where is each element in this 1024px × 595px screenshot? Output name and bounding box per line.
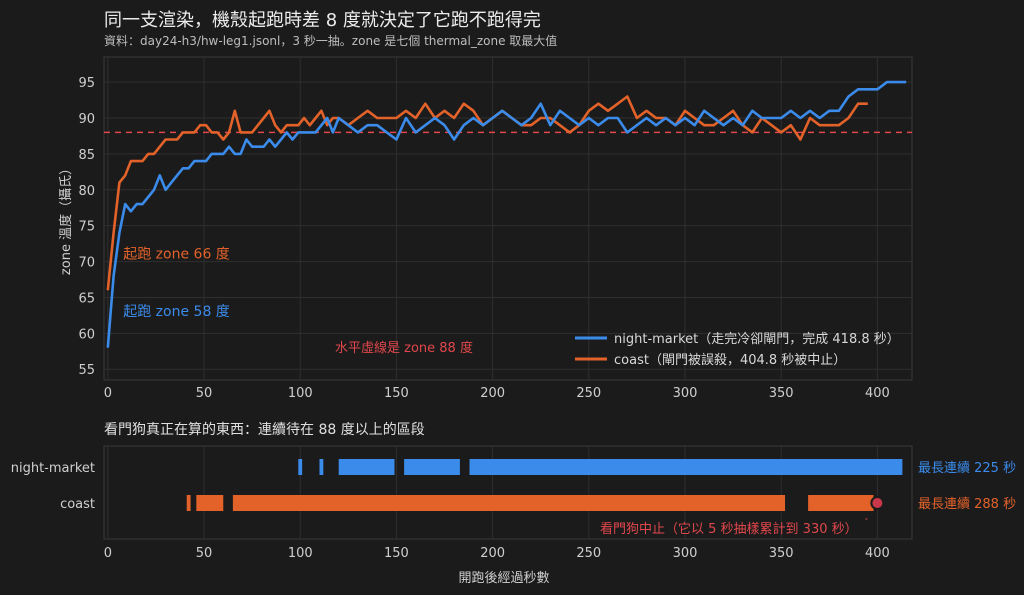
bottom-x-tick-label: 100 xyxy=(288,546,313,561)
timeline-segments xyxy=(186,459,903,520)
top-x-tick-label: 250 xyxy=(576,386,601,401)
timeline-segment-coast xyxy=(196,495,224,511)
watchdog-stop-marker xyxy=(870,496,885,510)
bottom-x-tick-label: 0 xyxy=(104,546,112,561)
longest-run-night-market: 最長連續 225 秒 xyxy=(918,461,1016,476)
bottom-x-tick-label: 200 xyxy=(480,546,505,561)
top-y-tick-label: 95 xyxy=(78,76,95,91)
above-88-timeline-chart: 看門狗真正在算的東西：連續待在 88 度以上的區段 0 50 100 150 200 25… xyxy=(11,422,1016,586)
timeline-segment-coast xyxy=(808,495,874,511)
bottom-x-axis-label: 開跑後經過秒數 xyxy=(458,571,549,586)
top-x-tick-label: 0 xyxy=(104,386,112,401)
timeline-segment-coast xyxy=(186,495,191,511)
top-y-axis-label: zone 溫度（攝氏） xyxy=(58,162,74,275)
timeline-segment-night-market xyxy=(298,459,303,475)
figure-title: 同一支渲染，機殼起跑時差 8 度就決定了它跑不跑得完 xyxy=(104,10,541,31)
top-y-tick-labels: 55 60 65 70 75 80 85 90 95 xyxy=(78,76,95,378)
longest-run-coast: 最長連續 288 秒 xyxy=(918,497,1016,512)
series-line-coast xyxy=(106,95,868,291)
top-gridlines xyxy=(104,57,912,380)
legend: night-market（走完冷卻閘門，完成 418.8 秒） coast（閘門… xyxy=(575,332,900,368)
bottom-x-tick-label: 400 xyxy=(865,546,890,561)
top-y-tick-label: 55 xyxy=(78,363,95,378)
top-y-tick-label: 90 xyxy=(78,112,95,127)
top-y-tick-label: 65 xyxy=(78,291,95,306)
legend-label-night-market: night-market（走完冷卻閘門，完成 418.8 秒） xyxy=(614,332,900,347)
threshold-label: 水平虛線是 zone 88 度 xyxy=(335,340,473,356)
top-y-tick-label: 60 xyxy=(78,327,95,342)
figure-subtitle: 資料：day24-h3/hw-leg1.jsonl，3 秒一抽。zone 是七個… xyxy=(104,33,557,48)
top-y-tick-label: 85 xyxy=(78,148,95,163)
temperature-series xyxy=(106,80,907,348)
top-x-tick-label: 300 xyxy=(673,386,698,401)
timeline-segment-night-market xyxy=(469,459,903,475)
annotation-night-market-start: 起跑 zone 58 度 xyxy=(123,304,230,320)
bottom-x-tick-label: 50 xyxy=(196,546,213,561)
top-y-tick-label: 70 xyxy=(78,256,95,271)
timeline-title: 看門狗真正在算的東西：連續待在 88 度以上的區段 xyxy=(104,422,425,438)
timeline-segment-coast xyxy=(232,495,786,511)
top-x-tick-label: 50 xyxy=(196,386,213,401)
watchdog-stop-label: 看門狗中止（它以 5 秒抽樣累計到 330 秒） xyxy=(600,521,858,537)
top-x-tick-label: 150 xyxy=(384,386,409,401)
top-x-tick-label: 100 xyxy=(288,386,313,401)
top-x-tick-label: 350 xyxy=(769,386,794,401)
bottom-x-tick-label: 300 xyxy=(673,546,698,561)
top-x-tick-label: 200 xyxy=(480,386,505,401)
annotation-coast-start: 起跑 zone 66 度 xyxy=(123,246,230,262)
bottom-x-tick-label: 150 xyxy=(384,546,409,561)
series-line-night-market xyxy=(106,80,907,348)
timeline-category-coast: coast xyxy=(60,497,95,512)
top-y-tick-label: 80 xyxy=(78,184,95,199)
top-x-tick-label: 400 xyxy=(865,386,890,401)
bottom-x-tick-label: 350 xyxy=(769,546,794,561)
timeline-category-night-market: night-market xyxy=(11,461,95,476)
timeline-segment-night-market xyxy=(404,459,460,475)
bottom-x-tick-labels: 0 50 100 150 200 250 300 350 400 xyxy=(104,546,890,561)
legend-label-coast: coast（閘門被誤殺，404.8 秒被中止） xyxy=(614,352,846,368)
temperature-line-chart: 55 60 65 70 75 80 85 90 95 0 50 100 150 200 250 300 350… xyxy=(58,56,913,401)
top-y-tick-label: 75 xyxy=(78,220,95,235)
bottom-plot-frame xyxy=(103,445,913,540)
top-x-tick-labels: 0 50 100 150 200 250 300 350 400 xyxy=(104,386,890,401)
timeline-segment-night-market xyxy=(319,459,324,475)
top-plot-frame xyxy=(103,56,913,381)
bottom-x-tick-label: 250 xyxy=(576,546,601,561)
timeline-segment-night-market xyxy=(338,459,395,475)
